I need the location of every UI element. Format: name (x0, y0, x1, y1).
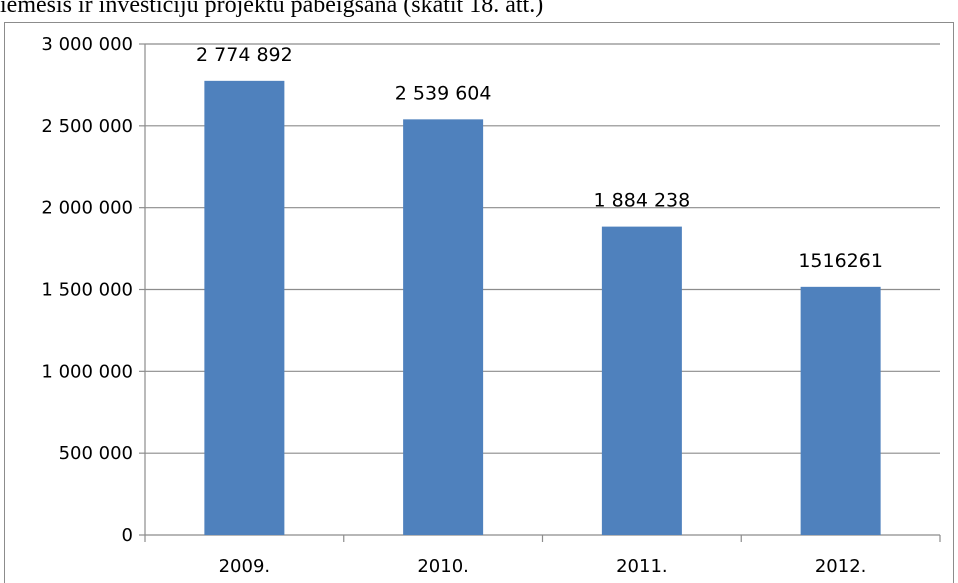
y-tick-label: 0 (122, 525, 133, 546)
y-tick-label: 1 500 000 (41, 280, 133, 301)
y-tick-label: 3 000 000 (41, 34, 133, 55)
data-label: 2 774 892 (196, 44, 293, 66)
data-label: 1516261 (798, 250, 883, 272)
y-tick-label: 500 000 (59, 443, 133, 464)
x-tick-label: 2010. (417, 556, 469, 577)
chart-frame (4, 22, 954, 583)
x-tick-label: 2012. (815, 556, 867, 577)
bar-2011 (601, 226, 682, 536)
bar-2010 (403, 119, 484, 536)
y-tick-label: 2 500 000 (41, 116, 133, 137)
y-tick-label: 1 000 000 (41, 361, 133, 382)
figure-caption: iemesis ir investīciju projektu pabeigša… (0, 0, 544, 18)
data-label: 2 539 604 (395, 82, 492, 104)
bar-2012 (800, 286, 881, 535)
data-label: 1 884 238 (594, 190, 691, 212)
x-tick-label: 2011. (616, 556, 668, 577)
y-tick-label: 2 000 000 (41, 198, 133, 219)
x-tick-label: 2009. (219, 556, 271, 577)
bar-2009 (204, 80, 285, 535)
